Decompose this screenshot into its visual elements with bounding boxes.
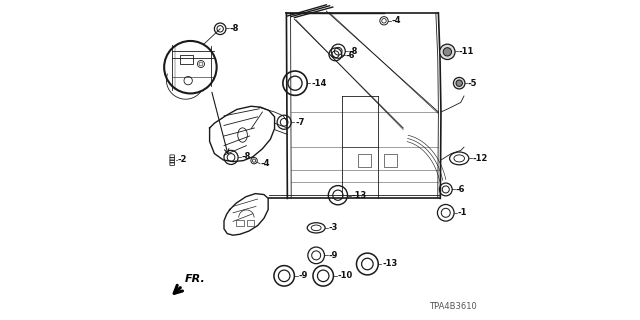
Text: FR.: FR. bbox=[184, 274, 205, 284]
Text: -8: -8 bbox=[242, 152, 252, 161]
Text: -10: -10 bbox=[337, 271, 353, 280]
Text: -14: -14 bbox=[311, 79, 326, 88]
Text: -7: -7 bbox=[295, 118, 305, 127]
Text: -8: -8 bbox=[349, 47, 358, 56]
Text: -3: -3 bbox=[329, 223, 338, 232]
Text: -5: -5 bbox=[467, 79, 477, 88]
Text: -6: -6 bbox=[346, 51, 355, 60]
Text: -12: -12 bbox=[472, 154, 488, 163]
Circle shape bbox=[454, 77, 465, 89]
Text: -8: -8 bbox=[230, 24, 239, 33]
Circle shape bbox=[456, 80, 463, 86]
Circle shape bbox=[164, 41, 216, 93]
Text: -6: -6 bbox=[456, 185, 465, 194]
Text: -2: -2 bbox=[178, 156, 187, 164]
Circle shape bbox=[440, 44, 455, 60]
Text: -11: -11 bbox=[458, 47, 474, 56]
Text: -9: -9 bbox=[328, 251, 338, 260]
Text: -13: -13 bbox=[351, 191, 367, 200]
Text: -4: -4 bbox=[261, 159, 270, 168]
Text: -4: -4 bbox=[392, 16, 401, 25]
Text: -13: -13 bbox=[382, 260, 397, 268]
Text: -1: -1 bbox=[458, 208, 467, 217]
Text: TPA4B3610: TPA4B3610 bbox=[429, 302, 477, 311]
Text: -9: -9 bbox=[298, 271, 308, 280]
Circle shape bbox=[443, 48, 452, 56]
